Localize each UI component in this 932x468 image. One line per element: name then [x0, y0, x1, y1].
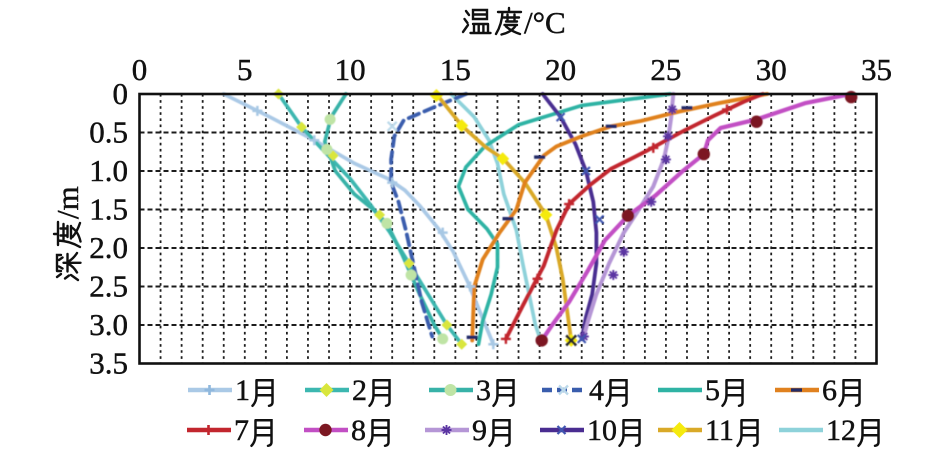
- svg-text:20: 20: [545, 52, 576, 87]
- svg-text:25: 25: [650, 52, 681, 87]
- svg-text:3.5: 3.5: [89, 346, 128, 381]
- svg-text:5: 5: [705, 374, 720, 407]
- svg-text:10: 10: [335, 52, 366, 87]
- svg-text:9: 9: [472, 414, 487, 447]
- svg-text:6: 6: [822, 374, 837, 407]
- svg-text:1: 1: [235, 374, 250, 407]
- svg-text:0: 0: [132, 52, 148, 87]
- svg-text:2: 2: [352, 374, 367, 407]
- svg-text:2.0: 2.0: [89, 230, 128, 265]
- svg-text:4: 4: [589, 374, 604, 407]
- svg-text:/°C: /°C: [524, 5, 566, 40]
- svg-text:5: 5: [237, 52, 253, 87]
- svg-text:/m: /m: [50, 186, 85, 219]
- svg-text:35: 35: [861, 52, 892, 87]
- svg-text:8: 8: [351, 414, 366, 447]
- svg-text:1.0: 1.0: [89, 153, 128, 188]
- svg-text:12: 12: [826, 414, 856, 447]
- svg-text:0: 0: [113, 76, 129, 111]
- svg-text:10: 10: [587, 414, 617, 447]
- svg-text:7: 7: [234, 414, 249, 447]
- svg-text:0.5: 0.5: [89, 115, 128, 150]
- svg-text:11: 11: [705, 414, 734, 447]
- svg-text:1.5: 1.5: [89, 192, 128, 227]
- svg-text:3: 3: [476, 374, 491, 407]
- svg-text:3.0: 3.0: [89, 307, 128, 342]
- svg-text:2.5: 2.5: [89, 269, 128, 304]
- svg-text:15: 15: [440, 52, 471, 87]
- svg-text:30: 30: [756, 52, 787, 87]
